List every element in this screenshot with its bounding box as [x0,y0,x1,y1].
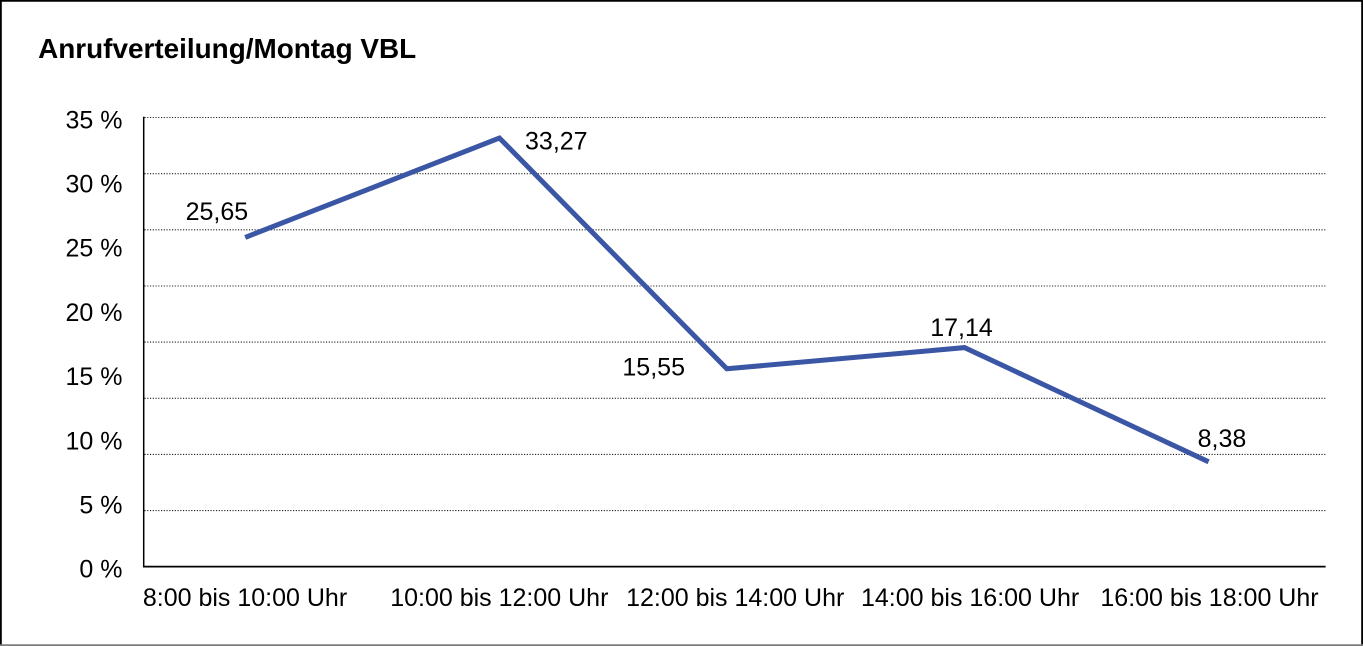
svg-text:20 %: 20 % [66,299,123,327]
svg-text:30 %: 30 % [66,171,123,199]
svg-text:33,27: 33,27 [525,127,588,155]
svg-text:8,38: 8,38 [1198,425,1247,453]
svg-text:8:00 bis 10:00 Uhr: 8:00 bis 10:00 Uhr [143,584,347,612]
svg-text:35 %: 35 % [66,106,123,134]
svg-text:5 %: 5 % [79,492,122,520]
svg-text:15,55: 15,55 [622,354,685,382]
svg-text:16:00 bis 18:00 Uhr: 16:00 bis 18:00 Uhr [1100,584,1318,612]
svg-text:12:00 bis 14:00 Uhr: 12:00 bis 14:00 Uhr [626,584,844,612]
svg-text:Anrufverteilung/Montag VBL: Anrufverteilung/Montag VBL [38,33,416,64]
svg-text:0 %: 0 % [79,556,122,584]
svg-text:25,65: 25,65 [186,198,249,226]
svg-text:17,14: 17,14 [930,314,993,342]
svg-text:14:00 bis 16:00 Uhr: 14:00 bis 16:00 Uhr [861,584,1079,612]
svg-text:10 %: 10 % [66,427,123,455]
svg-text:25 %: 25 % [66,235,123,263]
svg-text:15 %: 15 % [66,363,123,391]
svg-text:10:00 bis 12:00 Uhr: 10:00 bis 12:00 Uhr [390,584,608,612]
